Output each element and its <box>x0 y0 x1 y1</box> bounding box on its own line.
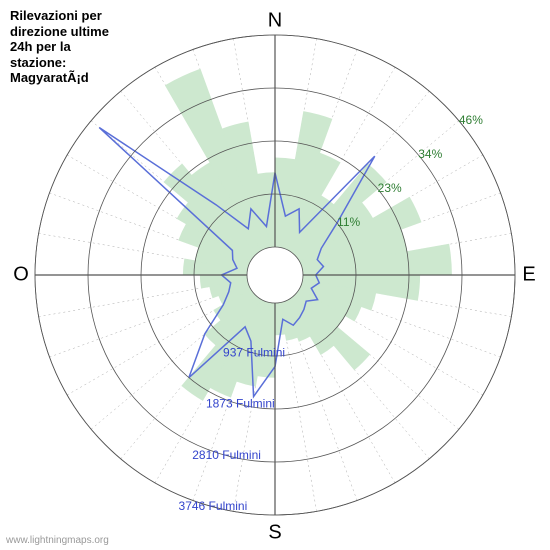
cardinal-label: E <box>522 263 535 285</box>
fulmini-label: 937 Fulmini <box>223 345 285 359</box>
cardinal-label: O <box>13 263 29 285</box>
chart-title: Rilevazioni per direzione ultime 24h per… <box>10 8 130 86</box>
cardinal-label: N <box>268 9 282 31</box>
fulmini-label: 3746 Fulmini <box>179 499 248 513</box>
pct-label: 11% <box>337 215 360 229</box>
attribution-text: www.lightningmaps.org <box>6 535 109 546</box>
pct-label: 46% <box>459 113 483 127</box>
fulmini-label: 2810 Fulmini <box>192 448 261 462</box>
pct-label: 23% <box>378 181 402 195</box>
cardinal-label: S <box>268 521 281 543</box>
center-hole <box>247 247 303 303</box>
fulmini-label: 1873 Fulmini <box>206 397 275 411</box>
pct-label: 34% <box>418 147 442 161</box>
